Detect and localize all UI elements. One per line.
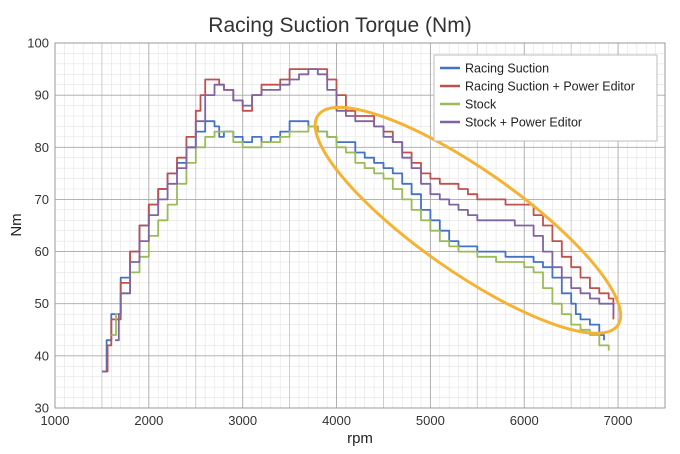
legend-label: Racing Suction + Power Editor — [465, 80, 635, 94]
y-axis-title: Nm — [8, 213, 25, 236]
series-line-2 — [103, 68, 615, 373]
x-tick-label: 7000 — [604, 413, 633, 428]
series-line-3 — [111, 125, 610, 351]
plot-area-frame — [54, 42, 666, 409]
minor-gridlines — [55, 43, 665, 408]
y-tick-label: 40 — [35, 348, 49, 363]
y-tick-label: 100 — [27, 36, 49, 51]
legend: Racing Suction Racing Suction + Power Edi… — [433, 54, 658, 142]
highlight-ellipse — [313, 105, 623, 335]
y-tick-label: 90 — [35, 88, 49, 103]
x-tick-label: 1000 — [41, 413, 70, 428]
y-tick-label: 60 — [35, 244, 49, 259]
x-tick-label: 3000 — [228, 413, 257, 428]
legend-label: Stock — [465, 98, 497, 112]
x-tick-label: 2000 — [134, 413, 163, 428]
y-tick-label: 70 — [35, 192, 49, 207]
x-axis-title: rpm — [347, 430, 373, 447]
legend-label: Stock + Power Editor — [465, 116, 582, 130]
y-tick-label: 50 — [35, 296, 49, 311]
x-tick-label: 6000 — [510, 413, 539, 428]
legend-box — [433, 54, 658, 142]
y-tick-label: 30 — [35, 401, 49, 416]
tick-labels: 1000 2000 3000 4000 5000 6000 7000 30 40 50 60 70 80… — [27, 36, 632, 429]
x-tick-label: 5000 — [416, 413, 445, 428]
y-tick-label: 80 — [35, 140, 49, 155]
series-line-4 — [115, 68, 615, 342]
legend-label: Racing Suction — [465, 62, 549, 76]
chart-title: Racing Suction Torque (Nm) — [208, 14, 471, 37]
series-lines — [101, 68, 615, 373]
x-tick-label: 4000 — [322, 413, 351, 428]
